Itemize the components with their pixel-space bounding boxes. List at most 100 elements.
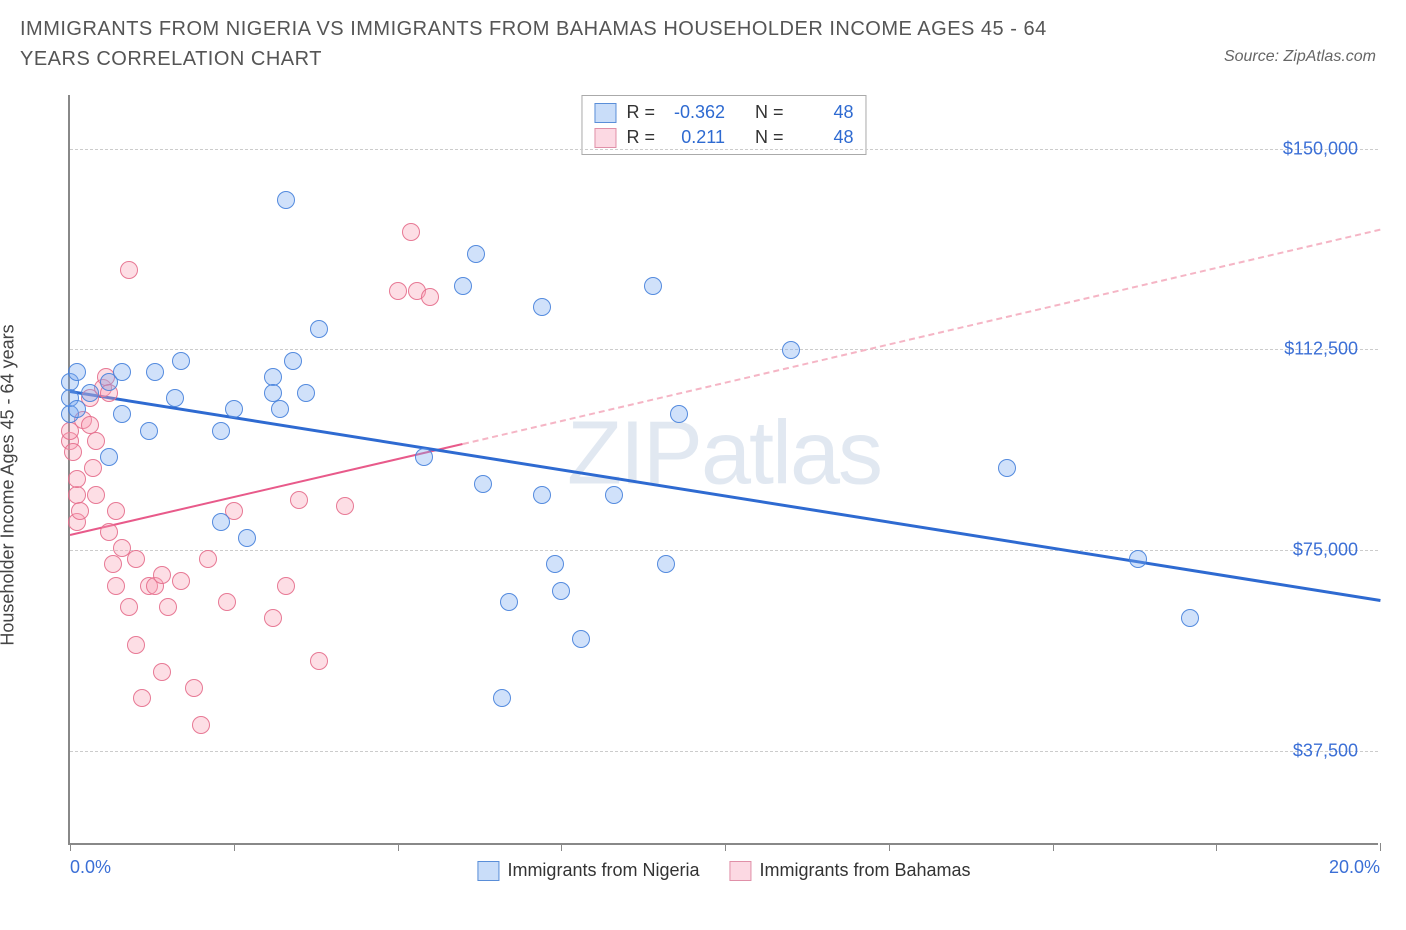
x-tick xyxy=(1053,843,1054,851)
legend-n-value: 48 xyxy=(794,125,854,150)
grid-line xyxy=(70,149,1378,150)
x-tick xyxy=(561,843,562,851)
data-point xyxy=(336,497,354,515)
legend-n-label: N = xyxy=(755,100,784,125)
legend-swatch xyxy=(477,861,499,881)
data-point xyxy=(81,384,99,402)
data-point xyxy=(104,555,122,573)
data-point xyxy=(71,502,89,520)
data-point xyxy=(277,577,295,595)
data-point xyxy=(415,448,433,466)
data-point xyxy=(212,513,230,531)
legend-r-label: R = xyxy=(626,100,655,125)
data-point xyxy=(310,652,328,670)
legend-r-value: -0.362 xyxy=(665,100,725,125)
data-point xyxy=(87,432,105,450)
x-tick xyxy=(1216,843,1217,851)
data-point xyxy=(421,288,439,306)
data-point xyxy=(107,502,125,520)
data-point xyxy=(218,593,236,611)
x-tick xyxy=(398,843,399,851)
data-point xyxy=(133,689,151,707)
x-tick-label: 20.0% xyxy=(1329,857,1380,878)
legend-r-label: R = xyxy=(626,125,655,150)
data-point xyxy=(493,689,511,707)
y-tick-label: $150,000 xyxy=(1283,138,1358,159)
legend-label: Immigrants from Nigeria xyxy=(507,860,699,881)
y-tick-label: $75,000 xyxy=(1293,540,1358,561)
correlation-legend: R = -0.362 N = 48 R = 0.211 N = 48 xyxy=(581,95,866,155)
data-point xyxy=(533,298,551,316)
data-point xyxy=(107,577,125,595)
data-point xyxy=(212,422,230,440)
x-tick xyxy=(70,843,71,851)
data-point xyxy=(159,598,177,616)
y-axis-label: Householder Income Ages 45 - 64 years xyxy=(0,324,19,645)
data-point xyxy=(68,470,86,488)
chart-container: Householder Income Ages 45 - 64 years ZI… xyxy=(18,90,1388,880)
data-point xyxy=(657,555,675,573)
y-tick-label: $112,500 xyxy=(1284,339,1358,360)
data-point xyxy=(153,566,171,584)
data-point xyxy=(389,282,407,300)
data-point xyxy=(153,663,171,681)
chart-source: Source: ZipAtlas.com xyxy=(1224,48,1376,66)
data-point xyxy=(238,529,256,547)
data-point xyxy=(68,363,86,381)
legend-item: Immigrants from Nigeria xyxy=(477,860,699,881)
x-tick xyxy=(725,843,726,851)
data-point xyxy=(127,636,145,654)
legend-row: R = -0.362 N = 48 xyxy=(594,100,853,125)
legend-item: Immigrants from Bahamas xyxy=(729,860,970,881)
data-point xyxy=(546,555,564,573)
grid-line xyxy=(70,349,1378,350)
data-point xyxy=(782,341,800,359)
data-point xyxy=(84,459,102,477)
data-point xyxy=(605,486,623,504)
data-point xyxy=(172,352,190,370)
grid-line xyxy=(70,550,1378,551)
data-point xyxy=(572,630,590,648)
data-point xyxy=(271,400,289,418)
legend-r-value: 0.211 xyxy=(665,125,725,150)
chart-header: IMMIGRANTS FROM NIGERIA VS IMMIGRANTS FR… xyxy=(0,0,1406,74)
x-tick xyxy=(234,843,235,851)
legend-n-label: N = xyxy=(755,125,784,150)
y-tick-label: $37,500 xyxy=(1293,741,1358,762)
trend-line xyxy=(70,443,463,536)
data-point xyxy=(264,609,282,627)
data-point xyxy=(402,223,420,241)
legend-swatch xyxy=(594,103,616,123)
data-point xyxy=(113,405,131,423)
data-point xyxy=(533,486,551,504)
data-point xyxy=(1181,609,1199,627)
x-tick xyxy=(1380,843,1381,851)
data-point xyxy=(172,572,190,590)
legend-swatch xyxy=(594,128,616,148)
data-point xyxy=(644,277,662,295)
data-point xyxy=(113,363,131,381)
data-point xyxy=(68,400,86,418)
data-point xyxy=(127,550,145,568)
data-point xyxy=(185,679,203,697)
data-point xyxy=(146,363,164,381)
data-point xyxy=(552,582,570,600)
data-point xyxy=(454,277,472,295)
data-point xyxy=(1129,550,1147,568)
data-point xyxy=(87,486,105,504)
grid-line xyxy=(70,751,1378,752)
data-point xyxy=(225,400,243,418)
data-point xyxy=(277,191,295,209)
data-point xyxy=(284,352,302,370)
data-point xyxy=(670,405,688,423)
legend-n-value: 48 xyxy=(794,100,854,125)
legend-row: R = 0.211 N = 48 xyxy=(594,125,853,150)
data-point xyxy=(100,448,118,466)
data-point xyxy=(120,261,138,279)
trend-line xyxy=(70,390,1380,602)
data-point xyxy=(192,716,210,734)
data-point xyxy=(290,491,308,509)
data-point xyxy=(467,245,485,263)
plot-area: ZIPatlas R =-0.362 N =48R =0.211 N =48 I… xyxy=(68,95,1378,845)
chart-title: IMMIGRANTS FROM NIGERIA VS IMMIGRANTS FR… xyxy=(20,14,1120,74)
